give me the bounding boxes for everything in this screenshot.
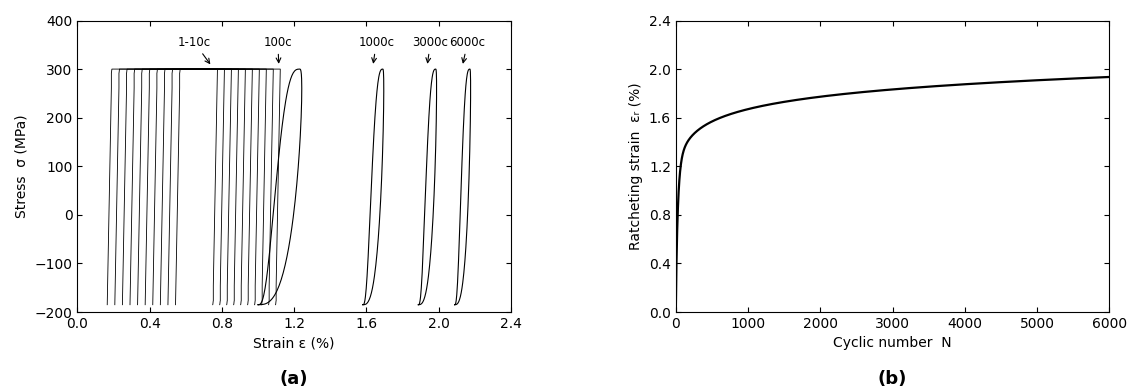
Text: 1000c: 1000c — [359, 36, 394, 63]
Text: 100c: 100c — [264, 36, 292, 63]
Text: (b): (b) — [878, 370, 907, 388]
X-axis label: Strain ε (%): Strain ε (%) — [254, 337, 335, 351]
Text: 6000c: 6000c — [450, 36, 485, 63]
X-axis label: Cyclic number  N: Cyclic number N — [834, 337, 952, 351]
Text: 1-10c: 1-10c — [178, 36, 211, 64]
Y-axis label: Ratcheting strain  εᵣ (%): Ratcheting strain εᵣ (%) — [629, 82, 643, 250]
Text: (a): (a) — [280, 370, 308, 388]
Y-axis label: Stress  σ (MPa): Stress σ (MPa) — [15, 114, 29, 218]
Text: 3000c: 3000c — [412, 36, 449, 63]
